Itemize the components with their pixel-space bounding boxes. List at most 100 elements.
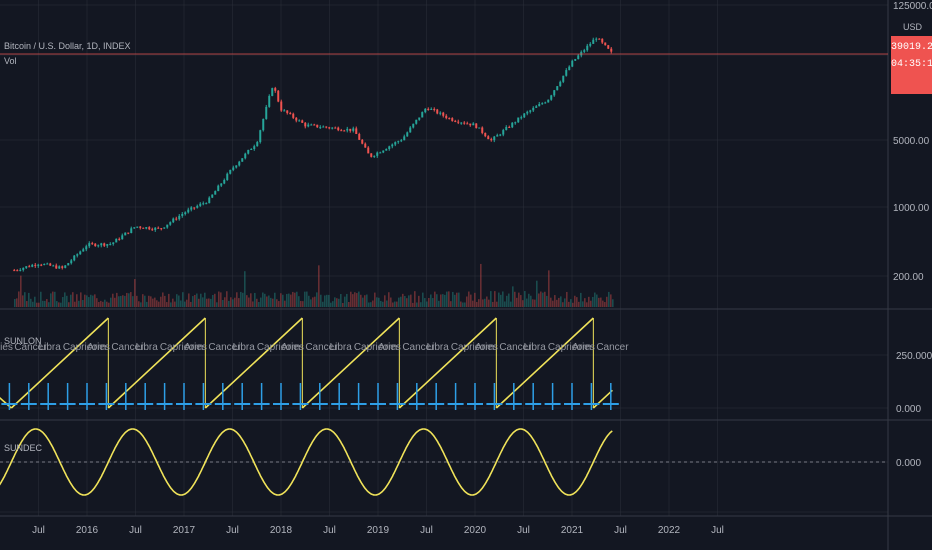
volume-bar: [422, 292, 424, 307]
volume-bar: [362, 297, 364, 307]
candle-body: [19, 269, 22, 271]
candle-body: [508, 126, 511, 128]
volume-bar: [16, 298, 18, 307]
candle-body: [532, 107, 535, 111]
volume-bar: [486, 296, 488, 307]
volume-bar: [530, 295, 532, 307]
volume-bar: [352, 294, 354, 307]
candle-body: [601, 38, 604, 43]
candle-body: [91, 243, 94, 245]
volume-bar: [470, 294, 472, 307]
candle-body: [256, 142, 259, 147]
volume-bar: [126, 292, 128, 307]
symbol-title[interactable]: Bitcoin / U.S. Dollar, 1D, INDEX: [4, 41, 131, 51]
volume-bar: [90, 294, 92, 307]
candle-body: [214, 191, 217, 195]
candle-body: [562, 75, 565, 82]
volume-bar: [168, 293, 170, 307]
sunlon-tick-label: 250.000: [896, 351, 932, 362]
candle-body: [184, 212, 187, 215]
candle-body: [295, 117, 298, 121]
candle-body: [490, 139, 493, 141]
candle-body: [364, 143, 367, 148]
current-price-badge: 39019.28 04:35:10: [891, 36, 932, 94]
volume-bar: [230, 297, 232, 307]
volume-bar: [598, 297, 600, 307]
volume-bar: [546, 295, 548, 307]
volume-bar: [374, 292, 376, 307]
price-axis[interactable]: 125000.00 5000.00 1000.00 200.00 250.000 0.00…: [893, 1, 932, 469]
sundec-indicator-label[interactable]: SUNDEC: [4, 443, 43, 453]
volume-bar: [392, 302, 394, 307]
candle-body: [370, 153, 373, 157]
zodiac-label: Libra: [524, 342, 547, 353]
candle-body: [355, 128, 358, 134]
volume-bar: [468, 291, 470, 307]
volume-indicator-label[interactable]: Vol: [4, 56, 17, 66]
candle-body: [550, 95, 553, 100]
volume-bar: [130, 292, 132, 307]
candle-body: [358, 133, 361, 140]
volume-bar: [492, 301, 494, 307]
volume-bar: [158, 301, 160, 307]
candle-body: [151, 229, 154, 231]
volume-bar: [164, 295, 166, 307]
candle-body: [526, 111, 529, 114]
volume-bar: [306, 291, 308, 307]
candle-body: [502, 130, 505, 135]
candle-body: [484, 132, 487, 137]
volume-bar: [442, 294, 444, 307]
candle-body: [454, 120, 457, 122]
volume-bar: [592, 296, 594, 307]
candle-body: [178, 215, 181, 220]
volume-bar: [178, 295, 180, 307]
candle-body: [235, 165, 238, 168]
volume-bar: [544, 291, 546, 307]
candle-body: [361, 139, 364, 144]
candle-body: [565, 70, 568, 76]
volume-bar: [370, 302, 372, 307]
volume-bar: [590, 300, 592, 307]
volume-bar: [46, 299, 48, 307]
volume-bar: [522, 300, 524, 307]
candle-body: [103, 243, 106, 246]
volume-bar: [558, 297, 560, 307]
candle-body: [154, 227, 157, 230]
volume-bar: [396, 301, 398, 307]
volume-bar: [216, 302, 218, 307]
volume-bar: [194, 294, 196, 307]
time-tick-label: Jul: [226, 525, 239, 536]
volume-bar: [536, 280, 538, 307]
volume-bar: [608, 291, 610, 307]
volume-bar: [604, 302, 606, 307]
candle-body: [262, 118, 265, 131]
volume-bar: [186, 299, 188, 307]
candle-body: [319, 127, 322, 129]
price-candles: [13, 37, 613, 272]
time-axis[interactable]: Jul 2016 Jul 2017 Jul 2018 Jul 2019 Jul 2020 Jul 20…: [32, 525, 724, 536]
volume-bar: [440, 294, 442, 307]
candle-body: [283, 110, 286, 112]
sunlon-ramp: [398, 317, 497, 409]
volume-bar: [120, 295, 122, 307]
candle-body: [163, 227, 166, 229]
candle-body: [94, 243, 97, 247]
sunlon-indicator-label[interactable]: SUNLON: [4, 336, 42, 346]
volume-bar: [24, 292, 26, 307]
volume-bar: [572, 302, 574, 307]
candle-body: [193, 207, 196, 209]
volume-bar: [388, 292, 390, 307]
volume-bar: [264, 293, 266, 307]
volume-bar: [578, 301, 580, 307]
time-tick-label: 2017: [173, 525, 196, 536]
volume-bar: [482, 299, 484, 307]
time-tick-label: 2020: [464, 525, 487, 536]
volume-bar: [274, 292, 276, 307]
volume-bar: [510, 301, 512, 307]
candle-body: [418, 117, 421, 120]
candle-body: [529, 110, 532, 112]
zodiac-label: Cancer: [499, 342, 532, 353]
candle-body: [568, 66, 571, 71]
candle-body: [469, 123, 472, 126]
